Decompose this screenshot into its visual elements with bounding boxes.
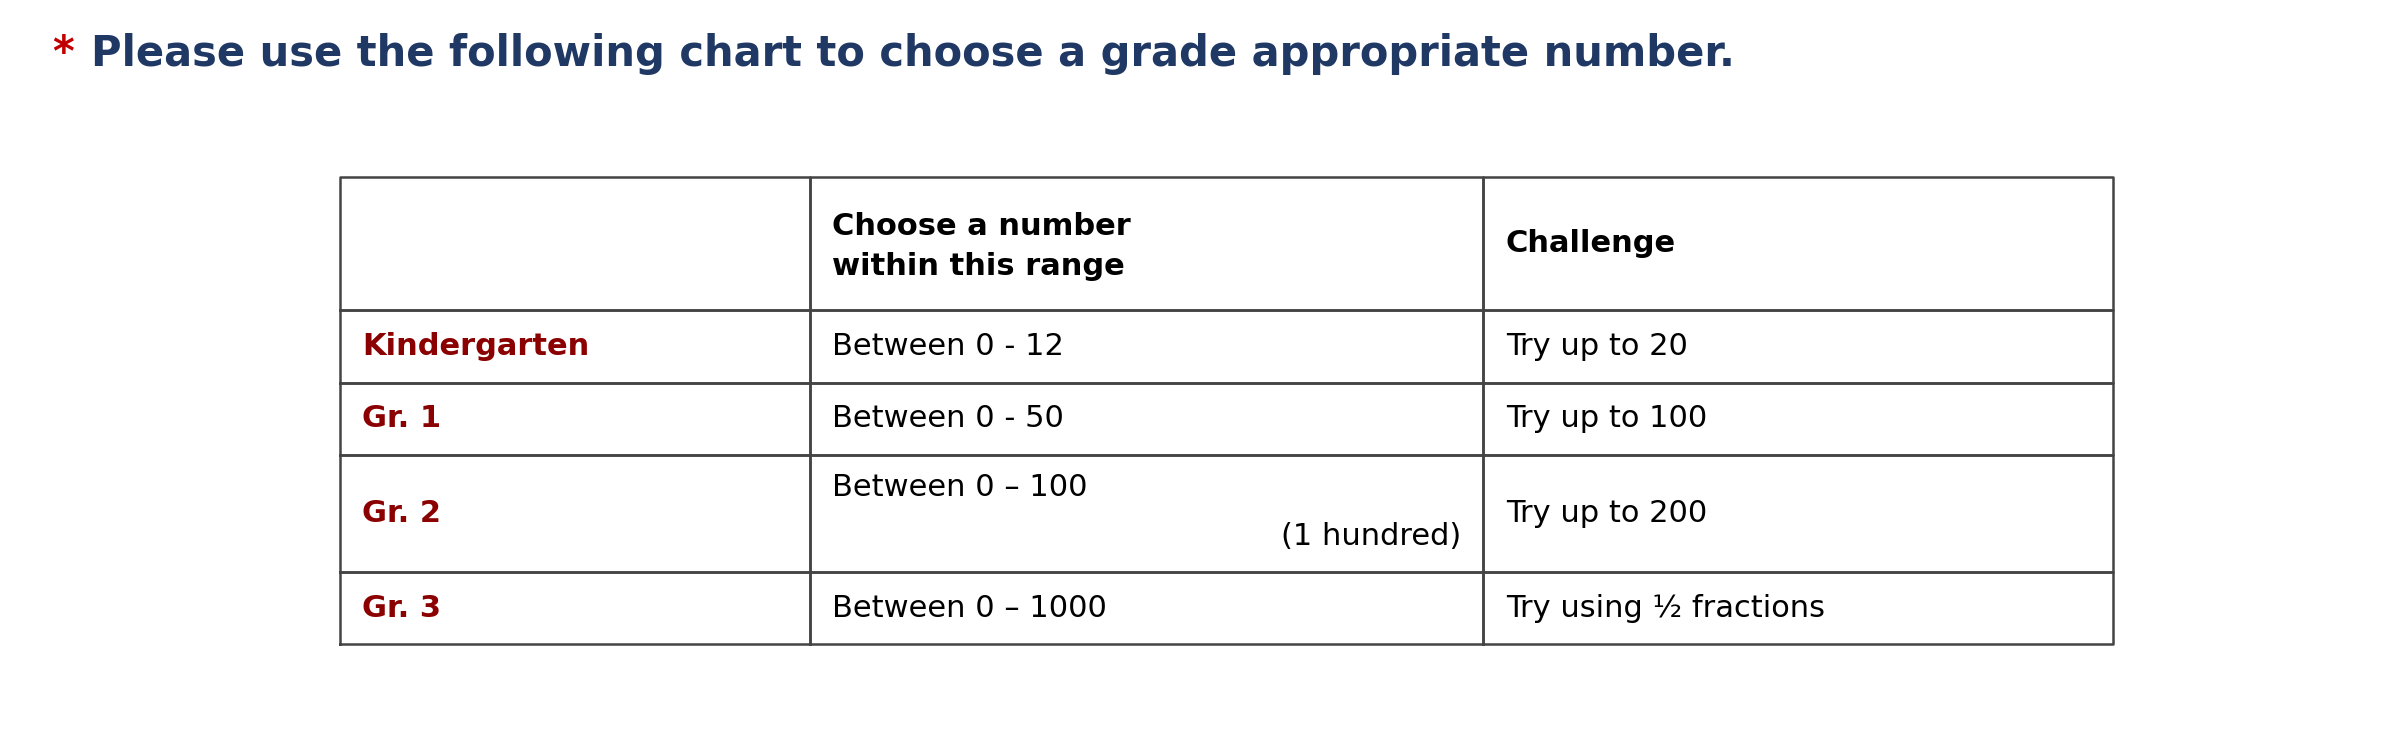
Text: Try up to 20: Try up to 20 (1505, 332, 1687, 361)
Text: within this range: within this range (833, 252, 1125, 281)
Text: Between 0 – 1000: Between 0 – 1000 (833, 593, 1108, 622)
Text: *: * (53, 33, 74, 75)
Text: (1 hundred): (1 hundred) (1280, 522, 1462, 551)
Text: Challenge: Challenge (1505, 229, 1675, 258)
Text: Choose a number: Choose a number (833, 212, 1132, 241)
Text: Please use the following chart to choose a grade appropriate number.: Please use the following chart to choose… (91, 33, 1735, 75)
Text: Gr. 2: Gr. 2 (361, 499, 440, 528)
Text: Try up to 200: Try up to 200 (1505, 499, 1706, 528)
Text: Kindergarten: Kindergarten (361, 332, 589, 361)
Text: Try using ½ fractions: Try using ½ fractions (1505, 593, 1826, 622)
Text: Between 0 - 50: Between 0 - 50 (833, 405, 1065, 434)
Text: Between 0 - 12: Between 0 - 12 (833, 332, 1065, 361)
Text: Gr. 3: Gr. 3 (361, 593, 440, 622)
Text: Try up to 100: Try up to 100 (1505, 405, 1706, 434)
Text: Gr. 1: Gr. 1 (361, 405, 440, 434)
Text: Between 0 – 100: Between 0 – 100 (833, 474, 1086, 502)
